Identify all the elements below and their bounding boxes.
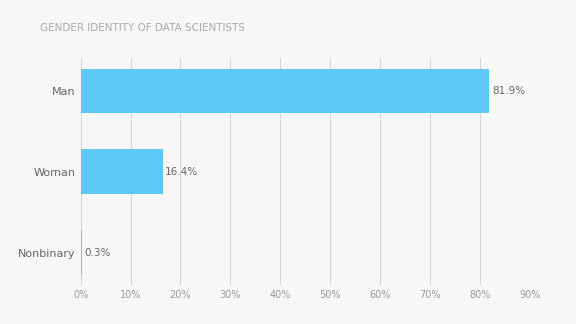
Text: 0.3%: 0.3%: [85, 248, 111, 258]
Text: GENDER IDENTITY OF DATA SCIENTISTS: GENDER IDENTITY OF DATA SCIENTISTS: [40, 23, 245, 33]
Bar: [81, 69, 490, 113]
Text: 16.4%: 16.4%: [165, 167, 198, 177]
Bar: [81, 149, 162, 194]
Bar: [81, 230, 82, 275]
Text: 81.9%: 81.9%: [492, 86, 525, 96]
